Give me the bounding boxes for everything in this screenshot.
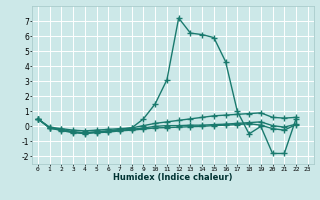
X-axis label: Humidex (Indice chaleur): Humidex (Indice chaleur) [113,173,233,182]
